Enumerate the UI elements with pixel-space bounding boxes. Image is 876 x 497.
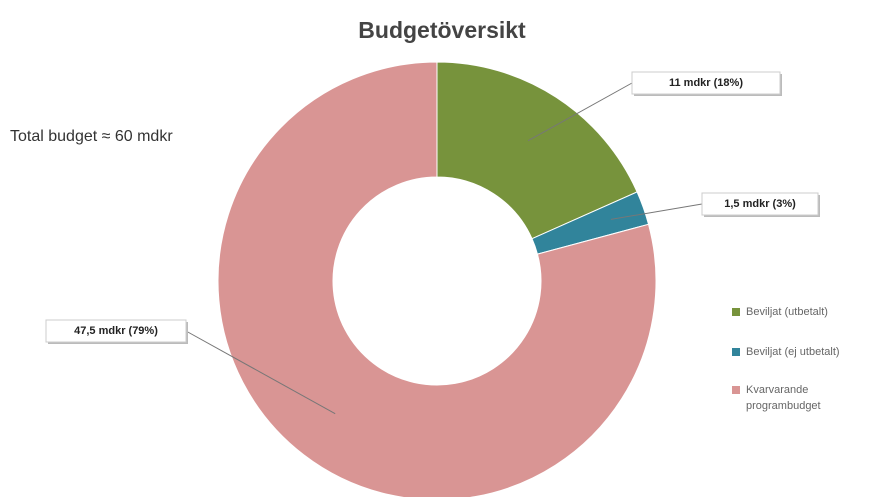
leader-line bbox=[527, 82, 633, 142]
label-box bbox=[631, 71, 781, 95]
leader-line bbox=[185, 330, 336, 415]
donut-slice bbox=[436, 61, 638, 240]
label-box bbox=[45, 319, 187, 343]
legend-swatch bbox=[732, 308, 740, 316]
annotation: Total budget ≈ 60 mdkr bbox=[10, 128, 173, 145]
donut-slice bbox=[217, 61, 657, 497]
legend-swatch bbox=[732, 348, 740, 356]
legend-label: Beviljat (ej utbetalt) bbox=[746, 346, 840, 358]
leader-line bbox=[610, 203, 703, 220]
legend-swatch bbox=[732, 386, 740, 394]
legend-label: Kvarvarande programbudget bbox=[746, 384, 821, 412]
legend-label: Beviljat (utbetalt) bbox=[746, 306, 828, 318]
data-label: 1,5 mdkr (3%) bbox=[724, 198, 796, 210]
data-label: 11 mdkr (18%) bbox=[669, 77, 743, 89]
data-label: 47,5 mdkr (79%) bbox=[74, 325, 158, 337]
chart-title: Budgetöversikt bbox=[358, 17, 526, 43]
label-box bbox=[701, 192, 819, 216]
